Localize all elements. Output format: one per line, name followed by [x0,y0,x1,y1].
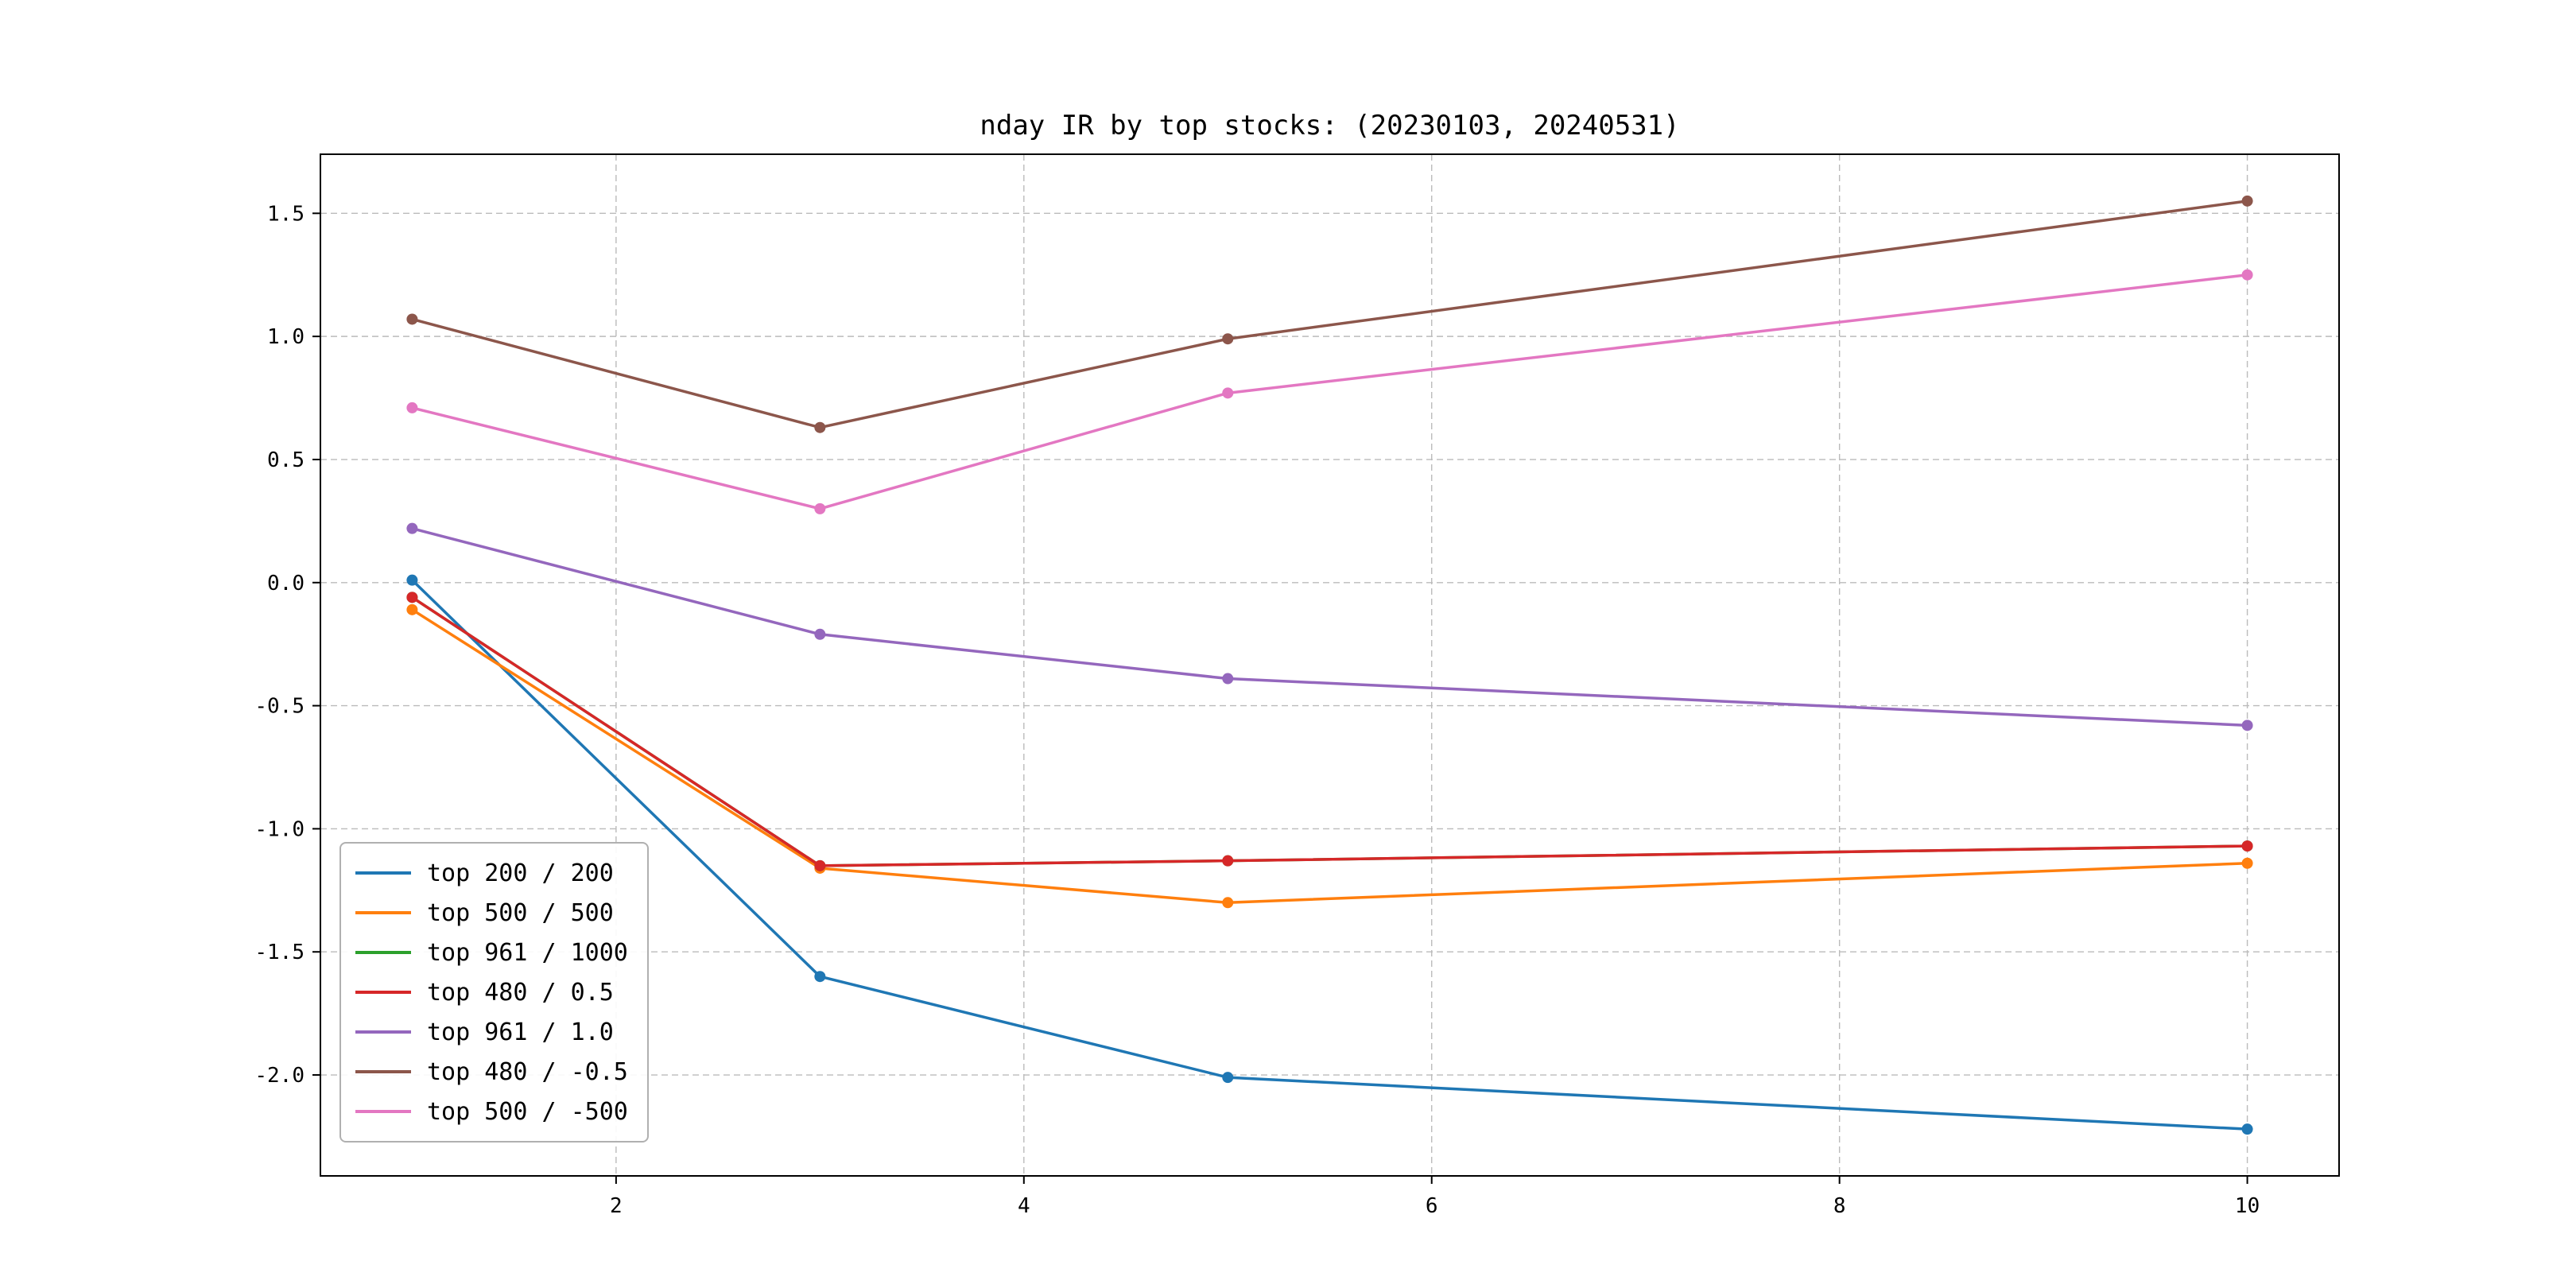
y-tick-label: -1.5 [254,941,305,964]
legend-line-sample [355,871,411,875]
y-tick-label: -1.0 [254,817,305,841]
series-line [410,273,2249,510]
series-marker [406,603,418,615]
series-marker [2241,1123,2253,1135]
x-tick-label: 6 [1426,1194,1438,1218]
series-marker [814,859,826,871]
series-line [410,596,2249,867]
legend-item: top 480 / 0.5 [355,972,628,1012]
series-line [410,608,2249,905]
series-marker [406,592,418,603]
x-tick-label: 10 [2235,1194,2260,1218]
legend-line-sample [355,1070,411,1073]
series-marker [2241,857,2253,869]
series-line [410,578,2249,1131]
series-marker [814,421,826,433]
legend-item: top 500 / -500 [355,1092,628,1131]
series-marker [814,628,826,640]
legend-label: top 480 / -0.5 [427,1057,628,1086]
series-marker [406,313,418,325]
legend-line-sample [355,1110,411,1113]
legend-line-sample [355,991,411,994]
y-tick-label: 0.0 [267,572,305,596]
series-line [410,526,2249,727]
series-marker [1222,387,1234,399]
x-tick-label: 8 [1833,1194,1846,1218]
legend-line-sample [355,1030,411,1034]
series-marker [814,502,826,514]
series-line [410,596,2249,867]
x-tick-label: 4 [1018,1194,1030,1218]
series-marker [1222,855,1234,867]
series-marker [1222,1072,1234,1084]
series-marker [2241,195,2253,207]
y-tick-label: -0.5 [254,695,305,719]
series-marker [406,574,418,586]
legend-item: top 961 / 1.0 [355,1012,628,1052]
x-tick-label: 2 [610,1194,623,1218]
series-marker [1222,673,1234,685]
legend-label: top 961 / 1.0 [427,1018,614,1046]
series-marker [1222,897,1234,909]
y-tick-label: 1.5 [267,202,305,226]
series-marker [2241,720,2253,731]
series-marker [406,402,418,413]
legend: top 200 / 200 top 500 / 500 top 961 / 1000… [339,842,649,1143]
legend-label: top 961 / 1000 [427,938,628,967]
legend-label: top 200 / 200 [427,859,614,887]
series-marker [406,522,418,534]
legend-item: top 200 / 200 [355,853,628,893]
legend-line-sample [355,911,411,914]
legend-label: top 480 / 0.5 [427,978,614,1007]
legend-item: top 480 / -0.5 [355,1052,628,1092]
series-marker [814,971,826,983]
legend-item: top 961 / 1000 [355,933,628,972]
legend-item: top 500 / 500 [355,893,628,933]
axes-border [320,153,2340,1177]
legend-line-sample [355,951,411,954]
y-tick-label: 0.5 [267,448,305,472]
legend-label: top 500 / -500 [427,1097,628,1126]
series-marker [1222,333,1234,345]
series-line [410,200,2249,429]
series-marker [2241,840,2253,852]
chart-title: nday IR by top stocks: (20230103, 202405… [980,110,1680,142]
y-tick-label: 1.0 [267,325,305,349]
y-tick-label: -2.0 [254,1064,305,1088]
series-marker [2241,269,2253,281]
legend-label: top 500 / 500 [427,898,614,927]
